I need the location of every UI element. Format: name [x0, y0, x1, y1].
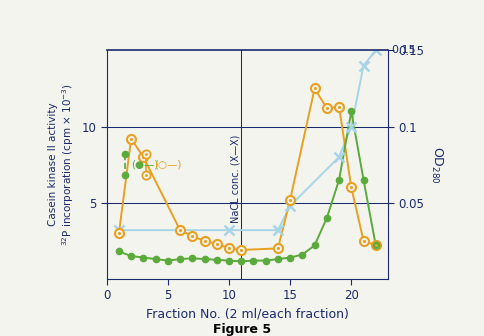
Y-axis label: Casein kinase II activity
$^{32}$P incorporation (cpm × 10$^{-3}$): Casein kinase II activity $^{32}$P incor…	[47, 83, 76, 246]
Text: NaCL conc. (X—X): NaCL conc. (X—X)	[230, 134, 240, 222]
Y-axis label: OD$_{280}$: OD$_{280}$	[428, 146, 443, 183]
Text: (●—): (●—)	[131, 160, 158, 170]
Text: 0.15: 0.15	[391, 45, 415, 55]
X-axis label: Fraction No. (2 ml/each fraction): Fraction No. (2 ml/each fraction)	[146, 308, 348, 321]
Text: (○—): (○—)	[154, 160, 182, 170]
Text: Figure 5: Figure 5	[213, 323, 271, 336]
